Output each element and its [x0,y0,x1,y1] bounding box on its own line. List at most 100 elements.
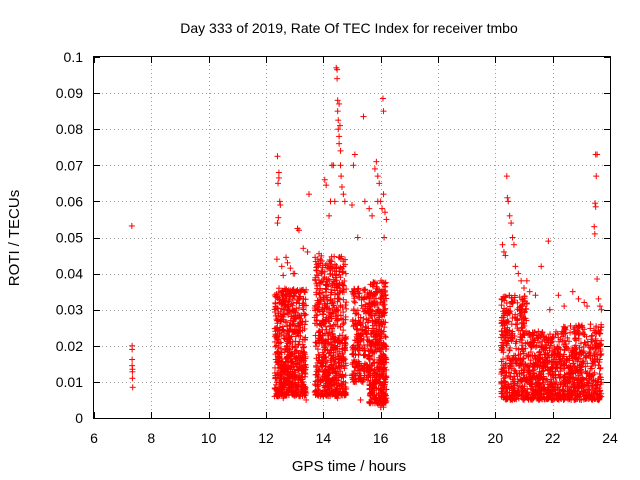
data-point [591,230,598,237]
data-point [129,375,136,382]
x-tick-label: 16 [373,430,389,446]
data-point [340,327,347,334]
data-point [513,321,520,328]
data-point [294,384,301,391]
data-point [330,162,337,169]
data-point [277,308,284,315]
data-point [276,299,283,306]
data-point [288,381,295,388]
data-point [291,290,298,297]
data-point [300,245,307,252]
y-tick-label: 0.08 [56,121,83,137]
x-tick-label: 10 [201,430,217,446]
data-point [379,95,386,102]
data-point [336,140,343,147]
data-point [567,329,574,336]
data-point [275,169,282,176]
data-point [300,344,307,351]
data-point [340,296,347,303]
data-point [286,326,293,333]
data-point [325,350,332,357]
data-point [314,263,321,270]
data-point [285,351,292,358]
data-point [302,302,309,309]
data-point [275,384,282,391]
y-tick-label: 0.07 [56,157,83,173]
x-tick-label: 22 [545,430,561,446]
data-point [320,369,327,376]
data-point [283,295,290,302]
data-point [299,318,306,325]
data-point [510,241,517,248]
data-point [538,263,545,270]
data-point [271,364,278,371]
data-point [297,333,304,340]
data-point [287,364,294,371]
y-tick-label: 0 [75,410,83,426]
x-tick-label: 20 [488,430,504,446]
data-point [281,306,288,313]
data-point [281,379,288,386]
data-point [321,300,328,307]
y-tick-label: 0.1 [64,49,84,65]
data-point [319,278,326,285]
data-point [276,198,283,205]
data-point [361,198,368,205]
data-point [287,317,294,324]
data-point [316,291,323,298]
y-tick-label: 0.09 [56,85,83,101]
data-point [287,265,294,272]
data-point [322,288,329,295]
data-point [313,355,320,362]
data-point [349,351,356,358]
data-point [326,212,333,219]
data-point [575,295,582,302]
data-point [322,382,329,389]
data-point [291,307,298,314]
data-point [335,117,342,124]
data-point [300,383,307,390]
x-axis-title: GPS time / hours [292,458,406,475]
data-point [508,220,515,227]
data-point [334,97,341,104]
data-point [282,392,289,399]
data-point [273,332,280,339]
data-point [294,388,301,395]
data-point [338,183,345,190]
data-point [523,277,530,284]
data-point [334,345,341,352]
y-tick-label: 0.04 [56,266,83,282]
data-point [581,299,588,306]
data-point [357,396,364,403]
data-point [282,299,289,306]
data-point [340,309,347,316]
data-point [281,335,288,342]
data-point [300,348,307,355]
data-point [374,173,381,180]
data-point [335,295,342,302]
data-point [504,194,511,201]
data-point [273,381,280,388]
data-point [283,364,290,371]
data-point [292,348,299,355]
data-point [341,198,348,205]
data-point [361,352,368,359]
data-point [383,216,390,223]
y-tick-label: 0.02 [56,338,83,354]
data-point [500,248,507,255]
data-point [271,306,278,313]
data-point [371,165,378,172]
data-point [283,369,290,376]
data-point [279,386,286,393]
data-point [584,303,591,310]
data-point [323,182,330,189]
data-point [505,198,512,205]
data-point [275,312,282,319]
data-point [334,75,341,82]
data-point [129,346,136,353]
data-point [598,306,605,313]
data-point [276,357,283,364]
data-point [295,329,302,336]
data-point [296,338,303,345]
data-point [291,366,298,373]
